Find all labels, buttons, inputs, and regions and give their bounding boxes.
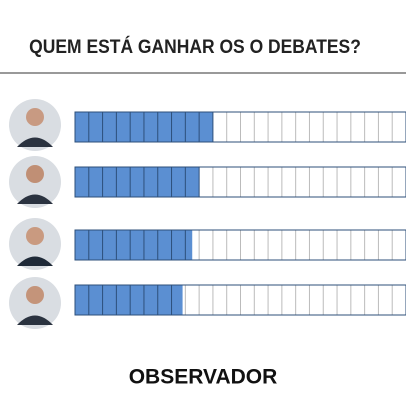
bar-outline: [74, 166, 406, 198]
portrait: [9, 156, 61, 208]
chart-title: QUEM ESTÁ GANHAR OS O DEBATES?: [29, 35, 361, 57]
bar: [75, 285, 183, 315]
bar-outline: [74, 229, 406, 261]
portrait: [9, 277, 61, 329]
footer-logo: OBSERVADOR: [129, 366, 278, 389]
portraits: [9, 99, 61, 329]
bar: [75, 230, 193, 260]
bar-outline: [74, 284, 406, 316]
bar-outline: [74, 111, 406, 143]
portrait: [9, 99, 61, 151]
bar: [75, 167, 200, 197]
portrait: [9, 218, 61, 270]
